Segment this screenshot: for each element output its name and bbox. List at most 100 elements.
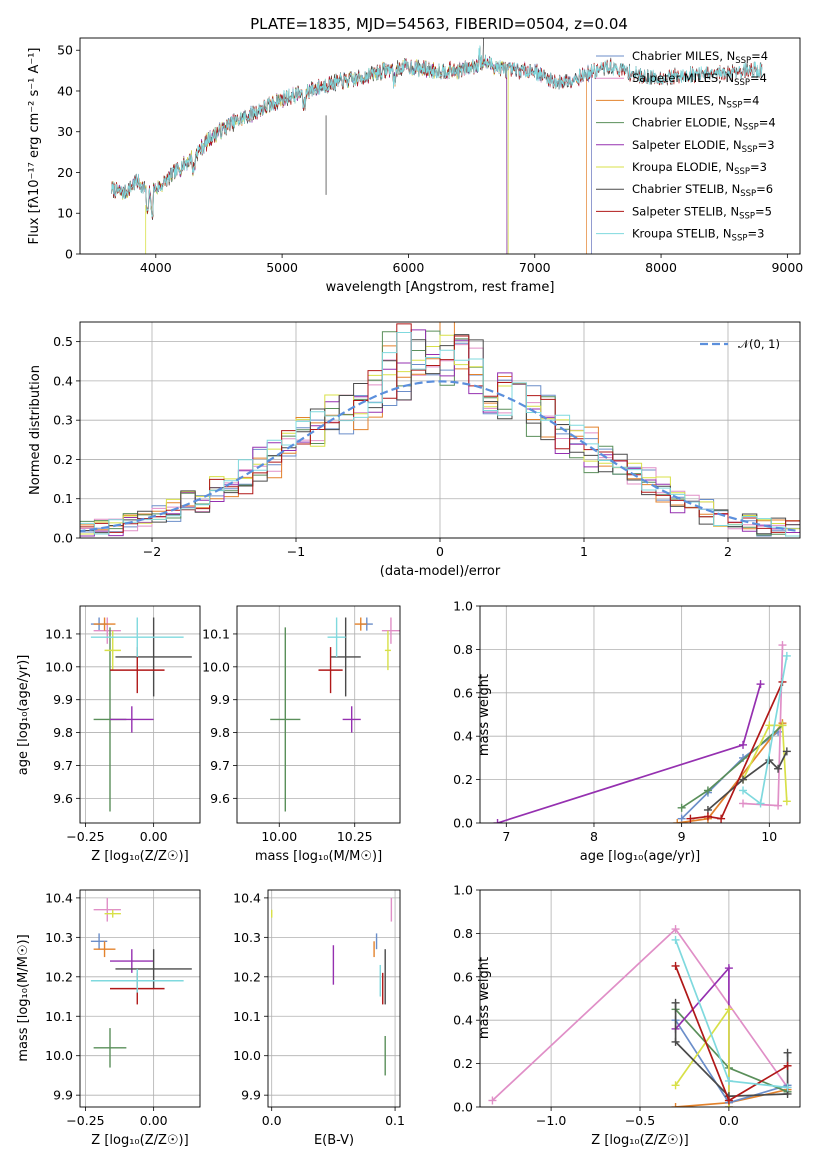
spectrum-xlabel: wavelength [Angstrom, rest frame] — [326, 280, 555, 295]
weight-vs-Z-series-chabrier-stelib — [671, 998, 792, 1101]
residuals-ytick-label: 0.2 — [53, 452, 73, 467]
legend-label: Chabrier MILES, NSSP=4 — [632, 49, 768, 66]
residuals-xtick-label: 2 — [724, 544, 732, 559]
mass-vs-EBV-xtick-label: 0.1 — [385, 1113, 405, 1128]
legend-label: Kroupa MILES, NSSP=4 — [632, 93, 759, 110]
weight-vs-age-series-kroupa-stelib — [739, 651, 791, 808]
weight-vs-Z-ytick-label: 0.2 — [453, 1056, 473, 1071]
weight-vs-Z-axes: −1.0 −0.5 0.0 0.0 0.2 0.4 0.6 0.8 1.0 Z [log₁₀(Z/… — [453, 883, 801, 1148]
residuals-xtick-label: 0 — [436, 544, 444, 559]
mass-vs-EBV-axes: 0.0 0.1 9.9 10.0 10.1 10.2 10.3 10.4 E(B-V) — [233, 889, 405, 1148]
age-vs-mass-ytick-label: 9.9 — [210, 692, 230, 707]
legend-label: Kroupa ELODIE, NSSP=3 — [632, 160, 767, 177]
panel-spectrum: 4000 5000 6000 7000 8000 9000 0 10 20 30 40 50 wavel… — [57, 37, 803, 295]
age-vs-mass-plot-area — [270, 617, 400, 812]
residuals-ytick-label: 0.3 — [53, 413, 73, 428]
weight-vs-age-series-chabrier-elodie — [677, 721, 787, 812]
age-vs-mass-point-chabrier-elodie — [270, 627, 301, 812]
age-vs-mass-xlabel: mass [log₁₀(M/M☉)] — [255, 849, 382, 864]
weight-vs-Z-series-salpeter-stelib — [671, 961, 792, 1105]
weight-vs-age-ytick-label: 0.2 — [453, 772, 473, 787]
weight-vs-Z-plot-area — [488, 925, 792, 1107]
spectrum-xtick-label: 8000 — [645, 260, 677, 275]
weight-vs-age-ylabel: mass weight — [477, 674, 492, 756]
age-vs-mass-xtick-label: 10.00 — [261, 829, 297, 844]
weight-vs-age-xtick-label: 7 — [502, 829, 510, 844]
mass-vs-Z-ytick-label: 10.3 — [45, 930, 73, 945]
panel-age-vs-Z: −0.25 0.00 9.6 9.7 9.8 9.9 10.0 10.1 Z [log₁₀(Z/… — [45, 605, 201, 864]
weight-vs-age-series-salpeter-stelib — [686, 677, 787, 823]
legend-label: Chabrier STELIB, NSSP=6 — [632, 182, 773, 199]
panel-weight-vs-Z: −1.0 −0.5 0.0 0.0 0.2 0.4 0.6 0.8 1.0 Z [log₁₀(Z/… — [453, 883, 801, 1148]
mass-vs-EBV-plot-area — [271, 897, 393, 1076]
age-vs-mass-ytick-label: 9.7 — [210, 758, 230, 773]
weight-vs-age-ytick-label: 0.0 — [453, 816, 473, 831]
mass-vs-EBV-ytick-label: 10.1 — [233, 1009, 261, 1024]
mass-vs-Z-point-chabrier-stelib — [115, 949, 192, 989]
age-vs-Z-axes: −0.25 0.00 9.6 9.7 9.8 9.9 10.0 10.1 Z [log₁₀(Z/… — [45, 605, 201, 864]
spectrum-ytick-label: 10 — [57, 206, 73, 221]
age-vs-mass-point-chabrier-stelib — [330, 617, 361, 697]
age-vs-mass-grid — [237, 606, 400, 823]
weight-vs-Z-frame — [479, 889, 801, 1108]
weight-vs-Z-ytick-label: 0.0 — [453, 1100, 473, 1115]
panel-mass-vs-Z: −0.25 0.00 9.9 10.0 10.1 10.2 10.3 10.4 Z [log₁₀… — [45, 889, 201, 1148]
mass-vs-EBV-xtick-label: 0.0 — [262, 1113, 282, 1128]
mass-vs-Z-xtick-label: 0.00 — [140, 1113, 168, 1128]
age-vs-Z-ytick-label: 9.9 — [53, 692, 73, 707]
weight-vs-Z-xtick-label: −0.5 — [625, 1113, 655, 1128]
residuals-ytick-label: 0.1 — [53, 491, 73, 506]
spectrum-xtick-label: 4000 — [140, 260, 172, 275]
age-vs-Z-frame — [79, 605, 201, 824]
spectrum-line-salpeter-elodie — [111, 50, 508, 254]
weight-vs-age-xtick-label: 10 — [761, 829, 777, 844]
weight-vs-Z-xtick-label: −1.0 — [536, 1113, 566, 1128]
weight-vs-Z-ytick-label: 0.8 — [453, 926, 473, 941]
spectrum-line-kroupa-elodie — [111, 49, 509, 254]
age-vs-mass-ytick-label: 10.1 — [202, 626, 230, 641]
residuals-xtick-label: −2 — [143, 544, 161, 559]
legend-label: Salpeter STELIB, NSSP=5 — [632, 204, 772, 221]
mass-vs-Z-point-salpeter-miles — [93, 897, 121, 922]
spectrum-xtick-label: 5000 — [266, 260, 298, 275]
age-vs-Z-ytick-label: 10.0 — [45, 659, 73, 674]
residuals-xlabel: (data-model)/error — [380, 564, 501, 579]
mass-vs-EBV-xlabel: E(B-V) — [314, 1133, 354, 1148]
spectrum-ytick-label: 20 — [57, 165, 73, 180]
age-vs-mass-xtick-label: 10.25 — [337, 829, 373, 844]
age-vs-mass-point-salpeter-stelib — [318, 647, 343, 694]
age-vs-mass-ytick-label: 10.0 — [202, 659, 230, 674]
hist-kroupa-stelib — [80, 332, 800, 538]
weight-vs-age-series-salpeter-elodie — [493, 680, 765, 823]
age-vs-mass-ytick-label: 9.8 — [210, 725, 230, 740]
residuals-xtick-label: −1 — [287, 544, 305, 559]
age-vs-Z-xtick-label: 0.00 — [140, 829, 168, 844]
mass-vs-EBV-ytick-label: 10.4 — [233, 890, 261, 905]
panel-mass-vs-EBV: 0.0 0.1 9.9 10.0 10.1 10.2 10.3 10.4 E(B-V) — [233, 889, 405, 1148]
mass-vs-Z-ytick-label: 10.0 — [45, 1048, 73, 1063]
mass-vs-Z-point-kroupa-stelib — [90, 968, 184, 993]
mass-vs-EBV-ytick-label: 10.3 — [233, 930, 261, 945]
mass-vs-Z-point-kroupa-elodie — [104, 909, 121, 918]
age-vs-Z-point-chabrier-stelib — [115, 617, 192, 697]
age-vs-Z-point-kroupa-miles — [93, 617, 116, 631]
spectrum-xtick-label: 7000 — [519, 260, 551, 275]
age-vs-Z-ytick-label: 9.8 — [53, 725, 73, 740]
spectrum-legend: Chabrier MILES, NSSP=4 Salpeter MILES, NS… — [596, 49, 776, 244]
mass-vs-Z-xlabel: Z [log₁₀(Z/Z☉)] — [91, 1133, 188, 1148]
weight-vs-age-xtick-label: 8 — [590, 829, 598, 844]
legend-label: Chabrier ELODIE, NSSP=4 — [632, 116, 776, 133]
mass-vs-Z-frame — [79, 889, 201, 1108]
panel-residuals: −2 −1 0 1 2 0.0 0.1 0.2 0.3 0.4 0.5 (data-model)/er… — [53, 321, 801, 579]
spectrum-ytick-label: 0 — [65, 247, 73, 262]
residuals-xtick-label: 1 — [580, 544, 588, 559]
mass-vs-EBV-ytick-label: 10.0 — [233, 1048, 261, 1063]
mass-vs-Z-plot-area — [90, 897, 192, 1068]
spectrum-line-kroupa-stelib — [111, 45, 763, 218]
figure-panels: 4000 5000 6000 7000 8000 900001020304050wavel… — [16, 37, 803, 1148]
residuals-ytick-label: 0.4 — [53, 373, 73, 388]
age-vs-mass-axes: 10.00 10.25 9.6 9.7 9.8 9.9 10.0 10.1 mass [log₁… — [202, 605, 401, 864]
age-vs-mass-point-kroupa-elodie — [384, 630, 391, 671]
age-vs-Z-ylabel: age [log₁₀(age/yr)] — [16, 655, 31, 776]
age-vs-Z-point-salpeter-elodie — [110, 706, 154, 733]
